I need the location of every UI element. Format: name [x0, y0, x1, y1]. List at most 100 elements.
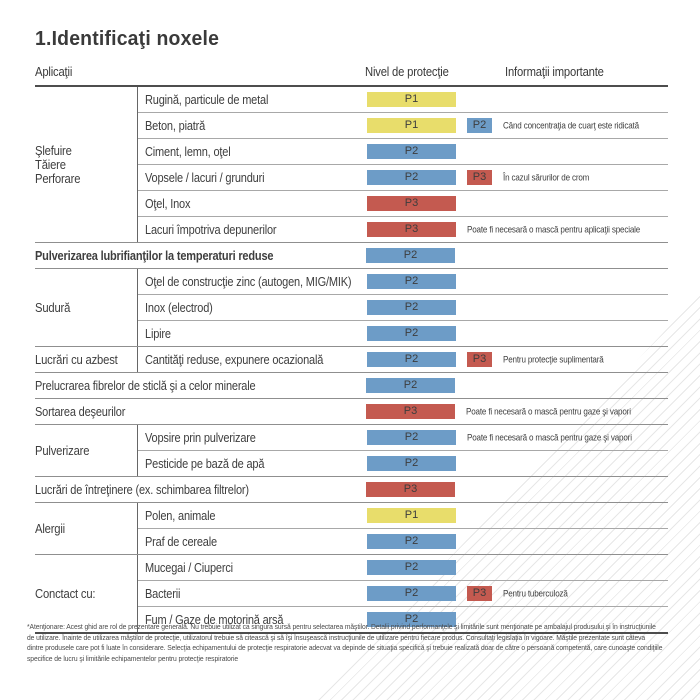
table-row: Prelucrarea fibrelor de sticlă şi a celo… — [35, 373, 668, 398]
protection-badge-p2: P2 — [367, 326, 456, 341]
row-label: Inox (electrod) — [145, 300, 213, 315]
protection-badge-p2: P2 — [367, 534, 456, 549]
row-label: Beton, piatră — [145, 118, 206, 133]
row-note: Când concentraţia de cuarţ este ridicată — [503, 120, 639, 131]
table-row: Mucegai / Ciuperci P2 — [138, 555, 668, 580]
table-row: Lacuri împotriva depunerilor P3 Poate fi n… — [138, 216, 668, 242]
protection-badge-p1: P1 — [367, 118, 456, 133]
group-label-line: Alergii — [35, 521, 66, 536]
footnote: *Atenţionare: Acest ghid are rol de prez… — [27, 622, 687, 664]
row-note: Poate fi necesară o mască pentru gaze şi… — [467, 432, 632, 443]
section-rows: Mucegai / Ciuperci P2 Bacterii P2 P3 Pentru t… — [138, 555, 668, 632]
protection-badge-p2: P2 — [367, 586, 456, 601]
protection-badge-p3: P3 — [367, 222, 456, 237]
row-note: Poate fi necesară o mască pentru gaze şi… — [466, 406, 631, 417]
group-label-line: Conctact cu: — [35, 586, 96, 601]
row-label: Vopsire prin pulverizare — [145, 430, 256, 445]
row-note: Pentru protecţie suplimentară — [503, 354, 604, 365]
table-row: Ciment, lemn, oţel P2 — [138, 138, 668, 164]
table-row: Inox (electrod) P2 — [138, 294, 668, 320]
footnote-line: *Atenţionare: Acest ghid are rol de prez… — [27, 622, 656, 631]
row-note: Pentru tuberculoză — [503, 588, 568, 599]
protection-badge-p3: P3 — [367, 196, 456, 211]
column-header-protection-level: Nivel de protecţie — [365, 65, 449, 79]
group-label-line: Perforare — [35, 171, 81, 186]
protection-badge-p1: P1 — [367, 508, 456, 523]
row-label: Pesticide pe bază de apă — [145, 456, 265, 471]
section-rows: Sortarea deşeurilor P3 Poate fi necesară o… — [35, 399, 668, 424]
protection-badge-p3: P3 — [467, 170, 492, 185]
section-rows: Lucrări de întreţinere (ex. schimbarea f… — [35, 477, 668, 502]
group-label: Lucrări cu azbest — [35, 347, 138, 372]
protection-badge-p1: P1 — [367, 92, 456, 107]
group-label-line: Pulverizare — [35, 443, 90, 458]
row-note: Poate fi necesară o mască pentru aplicaţ… — [467, 224, 641, 235]
protection-badge-p2: P2 — [367, 274, 456, 289]
table-row: Sortarea deşeurilor P3 Poate fi necesară o… — [35, 399, 668, 424]
column-header-important-info: Informaţii importante — [505, 65, 604, 79]
section-rows: Prelucrarea fibrelor de sticlă şi a celo… — [35, 373, 668, 398]
group-label-line: Tăiere — [35, 157, 66, 172]
table-row: Beton, piatră P1 P2 Când concentraţia de cu… — [138, 112, 668, 138]
protection-badge-p3: P3 — [467, 586, 492, 601]
row-label: Lipire — [145, 326, 171, 341]
protection-badge-p2: P2 — [367, 456, 456, 471]
group-label: Alergii — [35, 503, 138, 554]
section-rows: Polen, animale P1 Praf de cereale P2 — [138, 503, 668, 554]
group-label: Conctact cu: — [35, 555, 138, 632]
table-row: Oţel de construcţie zinc (autogen, MIG/M… — [138, 269, 668, 294]
footnote-line: de utilizare. Înainte de utilizarea măşt… — [27, 632, 646, 642]
protection-badge-p2: P2 — [367, 612, 456, 627]
row-label: Pulverizarea lubrifianţilor la temperatu… — [35, 248, 274, 263]
row-label: Cantităţi reduse, expunere ocazională — [145, 352, 324, 367]
table-section: Lucrări cu azbest Cantităţi reduse, expun… — [35, 346, 668, 372]
table-section: Alergii Polen, animale P1 Praf de cereale P2 — [35, 502, 668, 554]
table-section: Prelucrarea fibrelor de sticlă şi a celo… — [35, 372, 668, 398]
row-label: Oţel, Inox — [145, 196, 191, 211]
table-row: Oţel, Inox P3 — [138, 190, 668, 216]
row-label: Sortarea deşeurilor — [35, 404, 126, 419]
section-rows: Pulverizarea lubrifianţilor la temperatu… — [35, 243, 668, 268]
table-section: Conctact cu: Mucegai / Ciuperci P2 Bacterii… — [35, 554, 668, 632]
row-label: Praf de cereale — [145, 534, 217, 549]
table-row: Praf de cereale P2 — [138, 528, 668, 554]
section-rows: Oţel de construcţie zinc (autogen, MIG/M… — [138, 269, 668, 346]
table-section: Lucrări de întreţinere (ex. schimbarea f… — [35, 476, 668, 502]
row-label: Lucrări de întreţinere (ex. schimbarea f… — [35, 482, 249, 497]
table-row: Fum / Gaze de motorină arsă P2 — [138, 606, 668, 632]
table-row: Bacterii P2 P3 Pentru tuberculoză — [138, 580, 668, 606]
table-section: Şlefuire Tăiere Perforare Rugină, particule… — [35, 87, 668, 242]
table-row: Pesticide pe bază de apă P2 — [138, 450, 668, 476]
section-rows: Cantităţi reduse, expunere ocazională P2 P… — [138, 347, 668, 372]
row-label: Fum / Gaze de motorină arsă — [145, 612, 284, 627]
group-label-line: Şlefuire — [35, 143, 72, 158]
protection-badge-p2: P2 — [367, 430, 456, 445]
protection-badge-p2: P2 — [367, 170, 456, 185]
group-label-line: Sudură — [35, 300, 71, 315]
protection-badge-p3: P3 — [467, 352, 492, 367]
protection-badge-p3: P3 — [366, 482, 455, 497]
row-label: Rugină, particule de metal — [145, 92, 269, 107]
footnote-line: dintre produsele care pot fi luate în co… — [27, 643, 663, 652]
row-note: În cazul sărurilor de crom — [503, 172, 590, 183]
table-section: Sortarea deşeurilor P3 Poate fi necesară o… — [35, 398, 668, 424]
section-rows: Rugină, particule de metal P1 Beton, piatr… — [138, 87, 668, 242]
protection-badge-p3: P3 — [366, 404, 455, 419]
protection-badge-p2: P2 — [366, 378, 455, 393]
column-header-applications: Aplicaţii — [35, 65, 73, 79]
group-label-line: Lucrări cu azbest — [35, 352, 118, 367]
group-label: Şlefuire Tăiere Perforare — [35, 87, 138, 242]
footnote-line: specifice de lucru şi limitările echipam… — [27, 653, 239, 663]
row-label: Oţel de construcţie zinc (autogen, MIG/M… — [145, 274, 352, 289]
row-label: Lacuri împotriva depunerilor — [145, 222, 277, 237]
row-label: Polen, animale — [145, 508, 216, 523]
table-row: Vopsele / lacuri / grunduri P2 P3 În cazul … — [138, 164, 668, 190]
group-label: Pulverizare — [35, 425, 138, 476]
table-row: Rugină, particule de metal P1 — [138, 87, 668, 112]
protection-badge-p2: P2 — [367, 144, 456, 159]
section-rows: Vopsire prin pulverizare P2 Poate fi neces… — [138, 425, 668, 476]
table-section: Pulverizare Vopsire prin pulverizare P2 Poa… — [35, 424, 668, 476]
table-section: Pulverizarea lubrifianţilor la temperatu… — [35, 242, 668, 268]
protection-badge-p2: P2 — [367, 300, 456, 315]
